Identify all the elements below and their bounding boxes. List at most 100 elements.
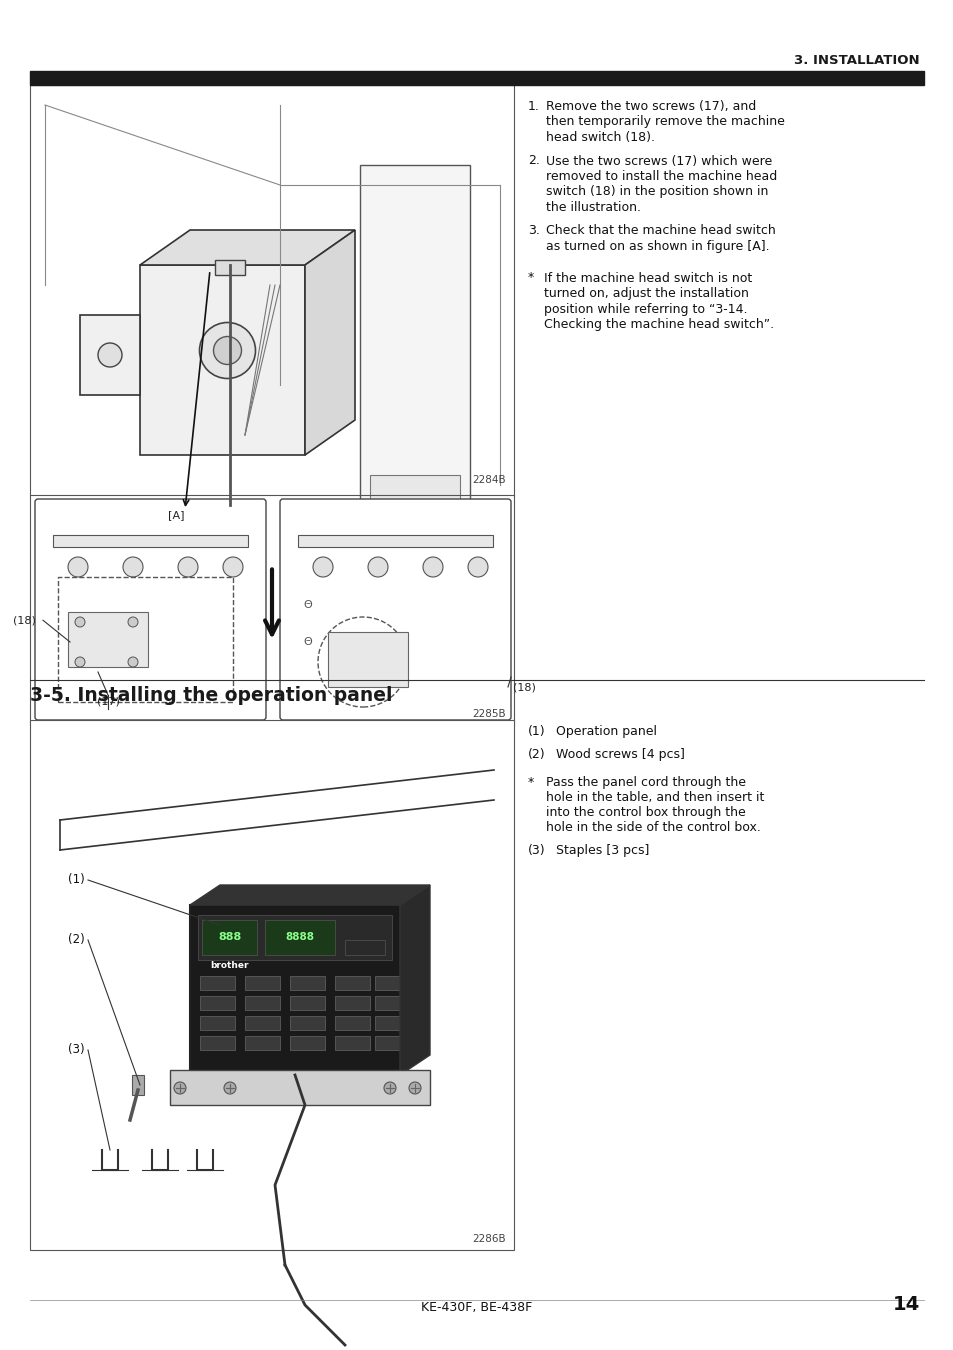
Circle shape <box>178 558 198 576</box>
Circle shape <box>468 558 488 576</box>
Bar <box>359 165 470 535</box>
Bar <box>30 72 923 85</box>
Circle shape <box>213 336 241 364</box>
Text: position while referring to “3-14.: position while referring to “3-14. <box>543 302 747 316</box>
Text: 1.: 1. <box>527 100 539 113</box>
Bar <box>265 919 335 954</box>
Text: into the control box through the: into the control box through the <box>545 806 745 819</box>
Bar <box>170 1071 430 1106</box>
Text: Θ: Θ <box>303 637 312 647</box>
Bar <box>335 1017 370 1030</box>
Text: then temporarily remove the machine: then temporarily remove the machine <box>545 116 784 128</box>
Bar <box>200 976 234 990</box>
Bar <box>328 632 408 687</box>
Text: 3. INSTALLATION: 3. INSTALLATION <box>794 54 919 68</box>
Text: [A]: [A] <box>169 510 185 520</box>
Text: Check that the machine head switch: Check that the machine head switch <box>545 224 775 238</box>
Bar <box>245 976 280 990</box>
Circle shape <box>384 1081 395 1094</box>
Text: 3.: 3. <box>527 224 539 238</box>
Text: Pass the panel cord through the: Pass the panel cord through the <box>545 776 745 788</box>
Text: 14: 14 <box>892 1295 919 1314</box>
Circle shape <box>75 617 85 626</box>
Text: Θ: Θ <box>303 601 312 610</box>
Circle shape <box>224 1081 235 1094</box>
Bar <box>290 996 325 1010</box>
Bar <box>200 1035 234 1050</box>
Text: 2284B: 2284B <box>472 475 505 485</box>
Bar <box>245 1035 280 1050</box>
Bar <box>200 996 234 1010</box>
Bar <box>335 1035 370 1050</box>
Circle shape <box>98 343 122 367</box>
Text: brother: brother <box>210 961 248 971</box>
Text: If the machine head switch is not: If the machine head switch is not <box>543 271 752 285</box>
Circle shape <box>223 558 243 576</box>
Text: (2): (2) <box>527 748 545 761</box>
Bar <box>80 315 140 396</box>
Text: *: * <box>527 776 534 788</box>
Text: switch (18) in the position shown in: switch (18) in the position shown in <box>545 185 767 198</box>
Text: (1): (1) <box>527 725 545 738</box>
Text: 3-5. Installing the operation panel: 3-5. Installing the operation panel <box>30 686 392 705</box>
Text: Remove the two screws (17), and: Remove the two screws (17), and <box>545 100 756 113</box>
Text: hole in the table, and then insert it: hole in the table, and then insert it <box>545 791 763 805</box>
Text: head switch (18).: head switch (18). <box>545 131 655 144</box>
FancyBboxPatch shape <box>35 500 266 720</box>
Bar <box>68 612 148 667</box>
Bar <box>335 976 370 990</box>
Circle shape <box>68 558 88 576</box>
Text: hole in the side of the control box.: hole in the side of the control box. <box>545 821 760 834</box>
Bar <box>345 940 385 954</box>
Polygon shape <box>190 886 430 904</box>
Bar <box>58 576 233 702</box>
Bar <box>198 915 392 960</box>
Bar <box>30 720 514 1250</box>
Text: KE-430F, BE-438F: KE-430F, BE-438F <box>421 1301 532 1314</box>
Bar <box>245 1017 280 1030</box>
Circle shape <box>128 617 138 626</box>
Bar <box>297 535 493 547</box>
Bar <box>290 1017 325 1030</box>
Polygon shape <box>305 230 355 455</box>
Text: as turned on as shown in figure [A].: as turned on as shown in figure [A]. <box>545 240 769 252</box>
Bar <box>375 1017 410 1030</box>
Bar <box>375 1035 410 1050</box>
Text: (3): (3) <box>69 1044 85 1057</box>
Text: Operation panel: Operation panel <box>556 725 657 738</box>
Text: Wood screws [4 pcs]: Wood screws [4 pcs] <box>556 748 684 761</box>
Circle shape <box>123 558 143 576</box>
Text: (1): (1) <box>69 873 85 887</box>
Polygon shape <box>399 886 430 1075</box>
Text: 2.: 2. <box>527 154 539 167</box>
Text: (2): (2) <box>69 933 85 946</box>
Bar <box>335 996 370 1010</box>
Text: (3): (3) <box>527 844 545 857</box>
Bar <box>214 261 245 275</box>
Bar <box>290 1035 325 1050</box>
Text: (17): (17) <box>96 697 119 707</box>
Circle shape <box>128 657 138 667</box>
Circle shape <box>75 657 85 667</box>
Bar <box>375 996 410 1010</box>
Text: 2286B: 2286B <box>472 1234 505 1243</box>
Circle shape <box>422 558 442 576</box>
Text: Checking the machine head switch”.: Checking the machine head switch”. <box>543 319 773 331</box>
Bar <box>132 1075 144 1095</box>
Text: (18): (18) <box>13 616 36 625</box>
Bar <box>370 475 459 514</box>
Bar <box>190 904 399 1075</box>
Text: 2285B: 2285B <box>472 709 505 720</box>
Circle shape <box>199 323 255 378</box>
Text: *: * <box>527 271 534 285</box>
Bar <box>200 1017 234 1030</box>
Text: removed to install the machine head: removed to install the machine head <box>545 170 777 184</box>
Text: 888: 888 <box>218 931 241 942</box>
Bar <box>245 996 280 1010</box>
Text: (18): (18) <box>513 682 536 693</box>
FancyBboxPatch shape <box>280 500 511 720</box>
Polygon shape <box>140 230 355 265</box>
Bar <box>375 976 410 990</box>
Bar <box>53 535 248 547</box>
Text: 8888: 8888 <box>285 931 314 942</box>
